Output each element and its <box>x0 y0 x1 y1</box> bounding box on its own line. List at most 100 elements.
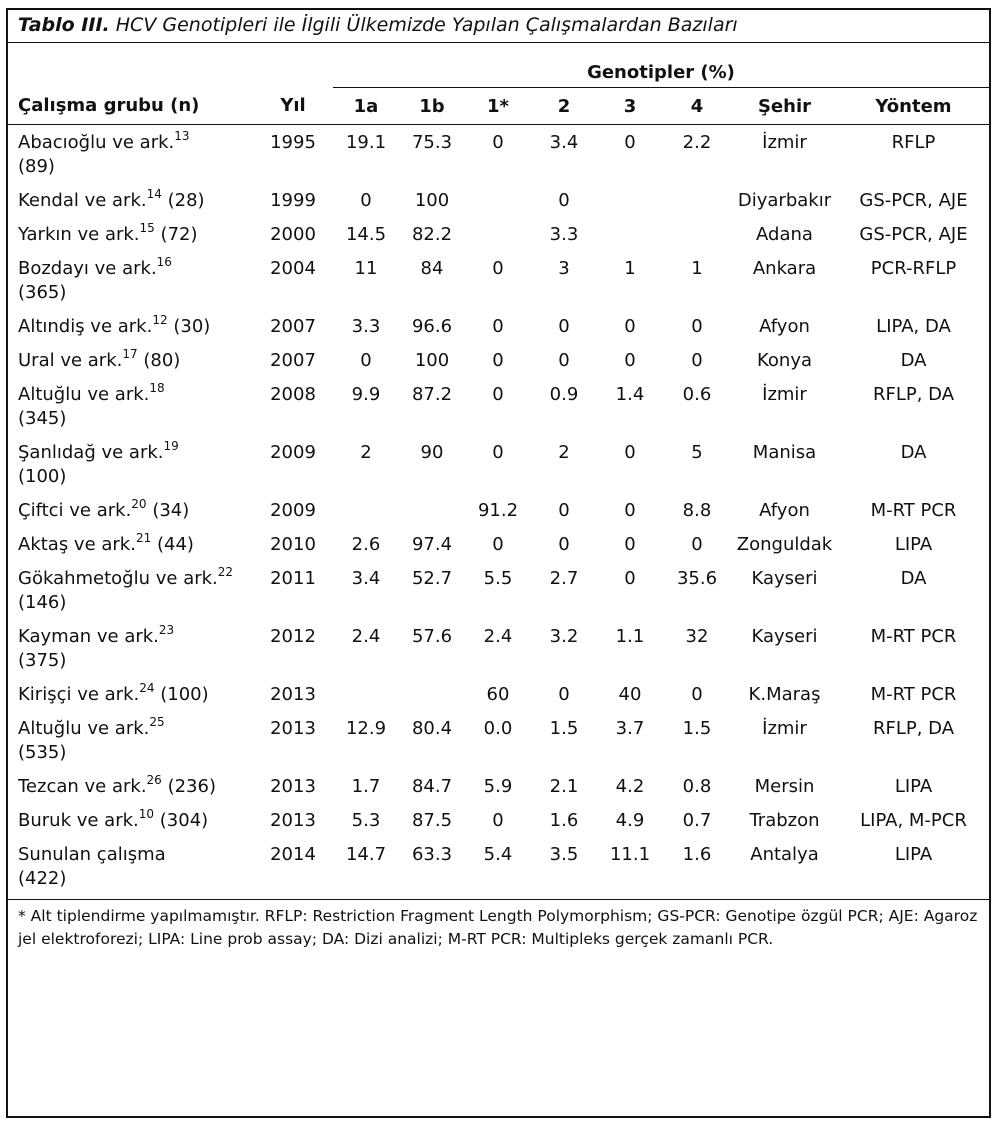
cell-method: DA <box>900 568 927 589</box>
cell-1a: 3.4 <box>351 568 381 589</box>
sample-size: (365) <box>18 282 67 303</box>
cell-4: 0 <box>691 684 703 705</box>
cell-1star: 0 <box>492 810 504 831</box>
cell-year: 2009 <box>270 442 316 463</box>
reference-number: 26 <box>146 773 162 787</box>
cell-4 <box>663 217 731 251</box>
cell-study: Altuğlu ve ark.18 (345) <box>8 377 253 435</box>
cell-study: Çiftci ve ark.20 (34) <box>8 493 253 527</box>
cell-1a: 12.9 <box>345 718 387 739</box>
cell-3: 3.7 <box>615 718 645 739</box>
cell-method: LIPA <box>894 534 933 555</box>
cell-4: 35.6 <box>676 568 718 589</box>
study-name: Kirişçi ve ark. <box>18 684 140 705</box>
study-name: Gökahmetoğlu ve ark. <box>18 568 218 589</box>
cell-year: 2012 <box>270 626 316 647</box>
cell-1a: 19.1 <box>345 132 387 153</box>
cell-1a: 5.3 <box>351 810 381 831</box>
cell-year: 1995 <box>270 132 316 153</box>
cell-1a: 2.6 <box>351 534 381 555</box>
sample-size: (89) <box>18 156 55 177</box>
table-row: Kirişçi ve ark.24 (100) 2013 60 0 40 0 K.Maraş… <box>8 677 989 711</box>
study-name: Sunulan çalışma <box>18 844 166 865</box>
cell-2: 0 <box>558 684 570 705</box>
cell-1star <box>465 183 531 217</box>
cell-1a <box>333 677 399 711</box>
study-name: Kendal ve ark. <box>18 190 147 211</box>
cell-1a: 11 <box>354 258 378 279</box>
reference-number: 24 <box>139 681 155 695</box>
reference-number: 23 <box>158 623 175 637</box>
cell-city: Antalya <box>750 844 819 865</box>
reference-number: 22 <box>217 565 234 579</box>
cell-2: 0.9 <box>549 384 579 405</box>
cell-year: 2013 <box>270 776 316 797</box>
cell-year: 2009 <box>270 500 316 521</box>
caption-label: Tablo III. <box>18 14 110 36</box>
cell-3: 0 <box>624 442 636 463</box>
cell-4: 5 <box>691 442 703 463</box>
cell-1b: 57.6 <box>411 626 453 647</box>
col-header-1star: 1* <box>465 87 531 125</box>
cell-city: Afyon <box>759 500 810 521</box>
cell-city: Zonguldak <box>736 534 833 555</box>
cell-year: 2013 <box>270 718 316 739</box>
col-header-3: 3 <box>597 87 663 125</box>
cell-2: 3 <box>558 258 570 279</box>
col-header-1a: 1a <box>333 87 399 125</box>
col-header-city: Şehir <box>731 87 838 125</box>
cell-4: 0.7 <box>682 810 712 831</box>
cell-4 <box>663 183 731 217</box>
cell-study: Sunulan çalışma (422) <box>8 837 253 899</box>
cell-study: Tezcan ve ark.26 (236) <box>8 769 253 803</box>
cell-study: Aktaş ve ark.21 (44) <box>8 527 253 561</box>
table-row: Kendal ve ark.14 (28) 1999 0 100 0 Diyarbakır… <box>8 183 989 217</box>
cell-1star: 0 <box>492 442 504 463</box>
sample-size: (304) <box>159 810 209 831</box>
cell-1star: 60 <box>486 684 510 705</box>
cell-3: 0 <box>624 534 636 555</box>
cell-city: Adana <box>756 224 813 245</box>
cell-1a: 2 <box>360 442 372 463</box>
study-name: Çiftci ve ark. <box>18 500 132 521</box>
table-row: Altuğlu ve ark.25 (535) 2013 12.9 80.4 0.0 1.5… <box>8 711 989 769</box>
study-name: Şanlıdağ ve ark. <box>18 442 164 463</box>
reference-number: 14 <box>146 187 162 201</box>
cell-1b: 87.5 <box>411 810 453 831</box>
table-body: Abacıoğlu ve ark.13 (89) 1995 19.1 75.3 0 3.4 0… <box>8 125 989 900</box>
cell-study: Kendal ve ark.14 (28) <box>8 183 253 217</box>
table-row: Tezcan ve ark.26 (236) 2013 1.7 84.7 5.9 2.1 4… <box>8 769 989 803</box>
cell-study: Gökahmetoğlu ve ark.22 (146) <box>8 561 253 619</box>
table-row: Ural ve ark.17 (80) 2007 0 100 0 0 0 0 Konya DA <box>8 343 989 377</box>
reference-number: 19 <box>163 439 179 453</box>
cell-4: 1 <box>691 258 703 279</box>
sample-size: (30) <box>173 316 211 337</box>
cell-1a: 14.5 <box>345 224 387 245</box>
cell-city: Diyarbakır <box>737 190 832 211</box>
cell-4: 0 <box>691 534 703 555</box>
study-name: Altuğlu ve ark. <box>18 384 150 405</box>
sample-size: (345) <box>18 408 67 429</box>
col-header-2: 2 <box>531 87 597 125</box>
cell-2: 0 <box>558 500 570 521</box>
cell-1star: 0 <box>492 384 504 405</box>
cell-method: GS-PCR, AJE <box>859 224 968 245</box>
cell-2: 2.1 <box>549 776 579 797</box>
cell-4: 0.8 <box>682 776 712 797</box>
study-name: Ural ve ark. <box>18 350 123 371</box>
cell-method: LIPA <box>894 844 933 865</box>
reference-number: 17 <box>122 347 138 361</box>
table-row: Bozdayı ve ark.16 (365) 2004 11 84 0 3 1 1 Ankara… <box>8 251 989 309</box>
cell-city: K.Maraş <box>748 684 821 705</box>
sample-size: (72) <box>160 224 198 245</box>
cell-4: 8.8 <box>682 500 712 521</box>
cell-3: 1.1 <box>615 626 645 647</box>
table-row: Şanlıdağ ve ark.19 (100) 2009 2 90 0 2 0 5 Manisa… <box>8 435 989 493</box>
cell-3: 4.2 <box>615 776 645 797</box>
footnote: * Alt tiplendirme yapılmamıştır. RFLP: R… <box>8 899 989 951</box>
sample-size: (375) <box>18 650 67 671</box>
sample-size: (535) <box>18 742 67 763</box>
cell-study: Yarkın ve ark.15 (72) <box>8 217 253 251</box>
study-name: Bozdayı ve ark. <box>18 258 157 279</box>
col-header-study: Çalışma grubu (n) <box>8 87 253 125</box>
